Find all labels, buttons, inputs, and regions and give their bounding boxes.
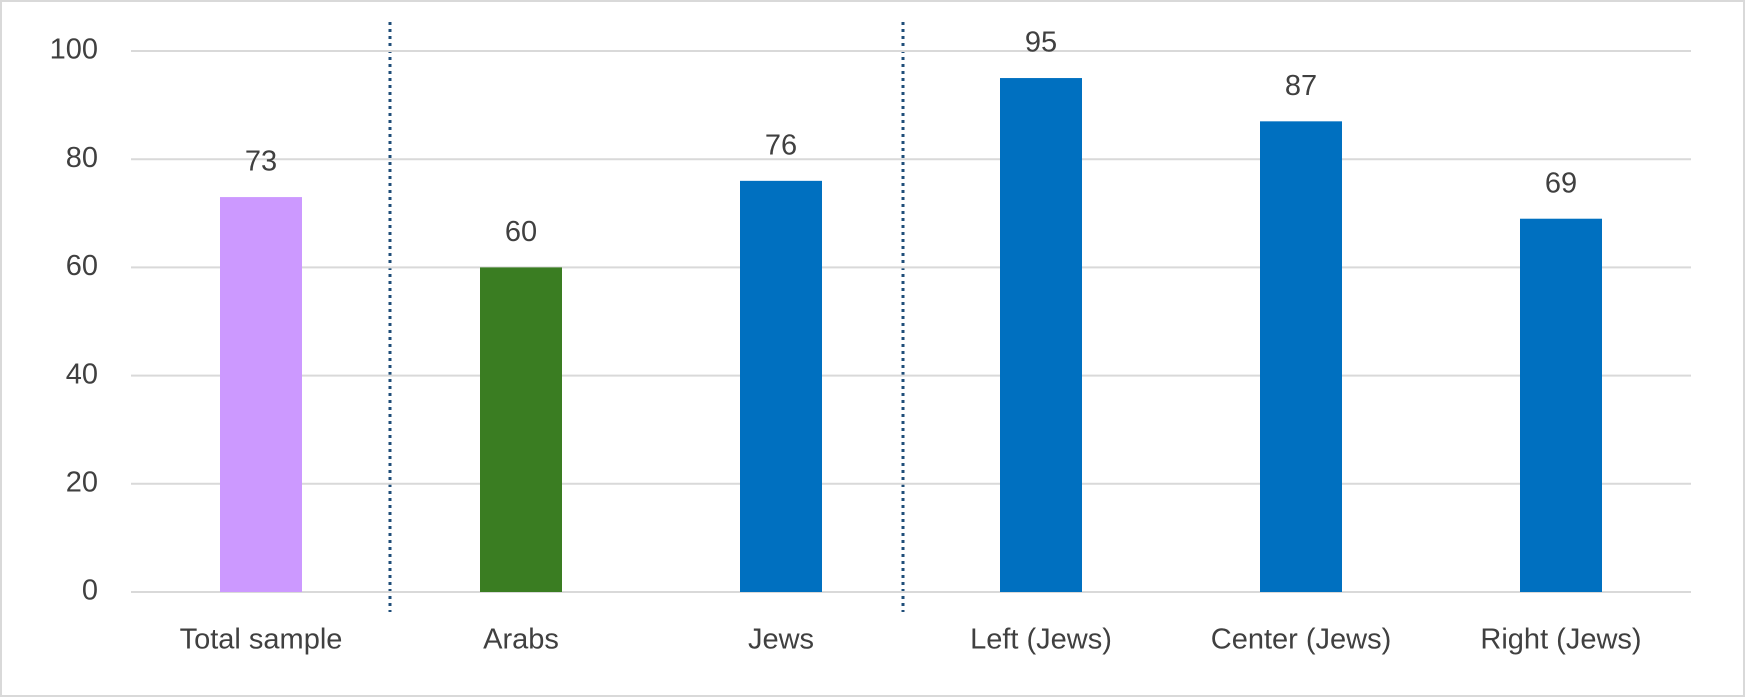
x-tick-label: Jews <box>748 624 814 656</box>
y-tick-label: 0 <box>82 575 98 607</box>
x-tick-label: Left (Jews) <box>970 624 1112 656</box>
y-tick-label: 60 <box>66 250 98 282</box>
bar <box>740 180 822 592</box>
value-label: 69 <box>1545 167 1577 199</box>
y-tick-label: 80 <box>66 142 98 174</box>
bar <box>220 197 302 592</box>
y-tick-label: 40 <box>66 358 98 390</box>
value-label: 60 <box>505 216 537 248</box>
bar <box>480 267 562 592</box>
value-label: 73 <box>245 146 277 178</box>
y-tick-label: 20 <box>66 466 98 498</box>
bar <box>1520 218 1602 592</box>
value-label: 95 <box>1025 27 1057 59</box>
bar <box>1000 78 1082 593</box>
value-label: 87 <box>1285 70 1317 102</box>
x-tick-label: Total sample <box>180 624 343 656</box>
value-label: 76 <box>765 129 797 161</box>
bar <box>1260 121 1342 592</box>
x-tick-label: Arabs <box>483 624 559 656</box>
y-tick-label: 100 <box>50 34 98 66</box>
x-tick-label: Center (Jews) <box>1211 624 1392 656</box>
x-tick-label: Right (Jews) <box>1480 624 1641 656</box>
